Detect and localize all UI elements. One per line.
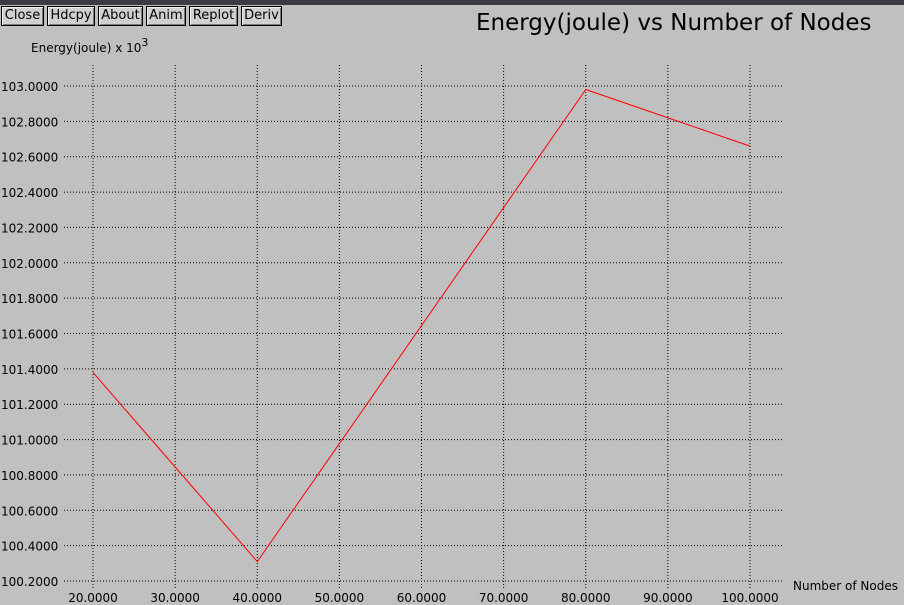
x-tick-label: 90.0000: [643, 591, 693, 605]
close-button[interactable]: Close: [1, 6, 44, 26]
y-tick-label: 102.0000: [1, 257, 58, 271]
y-tick-label: 101.4000: [1, 363, 58, 377]
about-button[interactable]: About: [98, 6, 143, 26]
x-tick-label: 70.0000: [479, 591, 529, 605]
x-tick-label: 80.0000: [561, 591, 611, 605]
y-tick-label: 102.4000: [1, 186, 58, 200]
y-tick-label: 102.2000: [1, 221, 58, 235]
y-tick-label: 101.8000: [1, 292, 58, 306]
replot-button[interactable]: Replot: [189, 6, 238, 26]
hdcpy-button[interactable]: Hdcpy: [47, 6, 95, 26]
x-tick-label: 60.0000: [397, 591, 447, 605]
y-tick-label: 100.6000: [1, 504, 58, 518]
anim-button[interactable]: Anim: [146, 6, 186, 26]
y-axis-label: Energy(joule) x 103: [31, 36, 148, 55]
x-tick-label: 100.0000: [721, 591, 778, 605]
y-tick-label: 102.6000: [1, 151, 58, 165]
y-tick-label: 100.2000: [1, 575, 58, 589]
series-lines: [92, 88, 751, 563]
y-tick-label: 100.4000: [1, 540, 58, 554]
grid-lines: [64, 65, 783, 588]
x-tick-label: 40.0000: [232, 591, 282, 605]
y-tick-label: 101.2000: [1, 398, 58, 412]
y-tick-label: 101.0000: [1, 434, 58, 448]
y-tick-label: 103.0000: [1, 80, 58, 94]
chart-title: Energy(joule) vs Number of Nodes: [476, 10, 872, 36]
y-tick-label: 101.6000: [1, 328, 58, 342]
x-tick-label: 30.0000: [150, 591, 200, 605]
x-tick-label: 20.0000: [68, 591, 118, 605]
x-tick-labels: 20.0000 30.0000 40.0000 50.0000 60.0000 70.00…: [68, 591, 778, 605]
series-line: [92, 88, 751, 563]
x-axis-label: Number of Nodes: [793, 579, 898, 593]
y-tick-label: 100.8000: [1, 469, 58, 483]
x-tick-label: 50.0000: [315, 591, 365, 605]
deriv-button[interactable]: Deriv: [241, 6, 282, 26]
y-tick-label: 102.8000: [1, 115, 58, 129]
y-tick-labels: 100.2000 100.4000 100.6000 100.8000 101.0000…: [1, 80, 58, 589]
window-top-bar: [0, 0, 904, 5]
